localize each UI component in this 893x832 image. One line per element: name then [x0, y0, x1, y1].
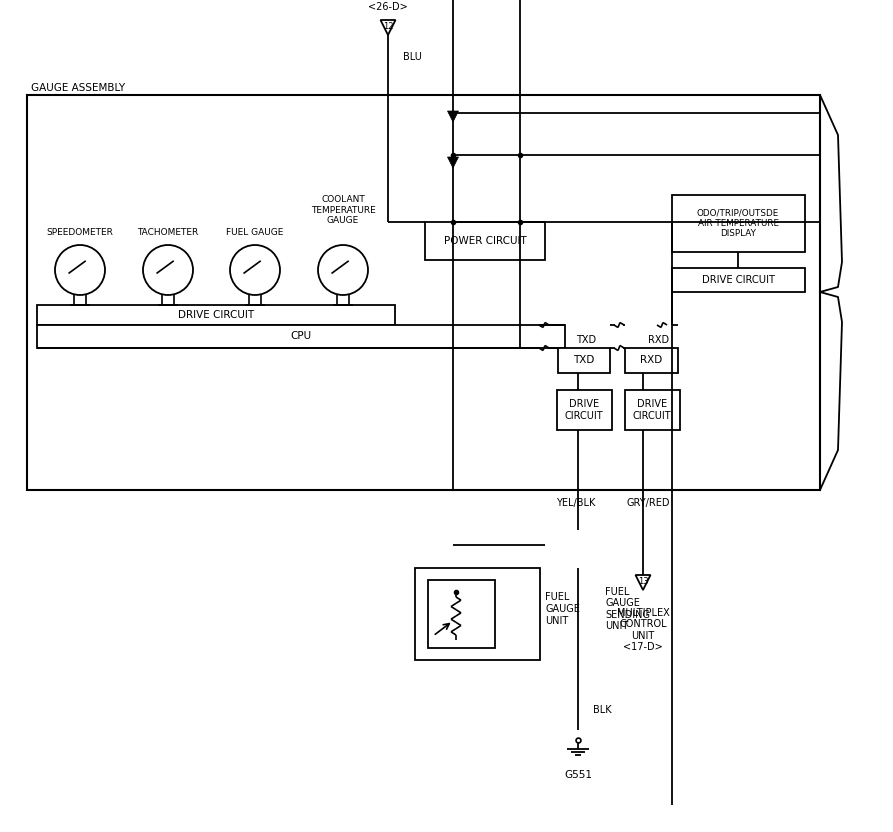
Text: BLU: BLU — [403, 52, 421, 62]
Bar — [672, 268, 805, 292]
Text: FUEL GAUGE: FUEL GAUGE — [226, 228, 284, 237]
Bar — [625, 390, 680, 430]
Polygon shape — [447, 111, 458, 122]
Text: DRIVE CIRCUIT: DRIVE CIRCUIT — [178, 310, 255, 320]
Bar — [625, 348, 678, 373]
Bar — [37, 305, 395, 325]
Text: GAUGE ASSEMBLY: GAUGE ASSEMBLY — [31, 83, 125, 93]
Text: POWER CIRCUIT: POWER CIRCUIT — [444, 236, 526, 246]
Text: G551: G551 — [564, 770, 592, 780]
Text: DRIVE
CIRCUIT: DRIVE CIRCUIT — [632, 399, 672, 421]
Text: <26-D>: <26-D> — [368, 2, 408, 12]
Text: 13: 13 — [638, 577, 648, 586]
Bar — [428, 580, 495, 648]
Text: SPEEDOMETER: SPEEDOMETER — [46, 228, 113, 237]
Bar — [672, 195, 805, 252]
Bar — [425, 222, 545, 260]
Text: ODO/TRIP/OUTSDE
AIR TEMPERATURE
DISPLAY: ODO/TRIP/OUTSDE AIR TEMPERATURE DISPLAY — [697, 208, 779, 238]
Bar — [557, 390, 612, 430]
Text: RXD: RXD — [640, 355, 662, 365]
Text: DRIVE
CIRCUIT: DRIVE CIRCUIT — [564, 399, 604, 421]
Text: CPU: CPU — [290, 331, 312, 341]
Text: YEL/BLK: YEL/BLK — [556, 498, 596, 508]
Bar — [558, 348, 610, 373]
Text: 12: 12 — [383, 22, 393, 31]
Text: TXD: TXD — [573, 355, 595, 365]
Polygon shape — [447, 157, 458, 168]
Text: DRIVE CIRCUIT: DRIVE CIRCUIT — [702, 275, 774, 285]
Text: RXD: RXD — [648, 335, 669, 345]
Bar — [415, 568, 540, 660]
Text: GRY/RED: GRY/RED — [626, 498, 670, 508]
Text: TACHOMETER: TACHOMETER — [138, 228, 198, 237]
Bar — [27, 95, 820, 490]
Bar — [37, 325, 565, 348]
Text: BLK: BLK — [593, 705, 612, 715]
Text: FUEL
GAUGE
UNIT: FUEL GAUGE UNIT — [545, 592, 580, 626]
Text: MULTIPLEX
CONTROL
UNIT
<17-D>: MULTIPLEX CONTROL UNIT <17-D> — [617, 607, 670, 652]
Text: COOLANT
TEMPERATURE
GAUGE: COOLANT TEMPERATURE GAUGE — [311, 196, 375, 225]
Text: TXD: TXD — [576, 335, 597, 345]
Text: FUEL
GAUGE
SENDING
UNIT: FUEL GAUGE SENDING UNIT — [605, 587, 650, 631]
